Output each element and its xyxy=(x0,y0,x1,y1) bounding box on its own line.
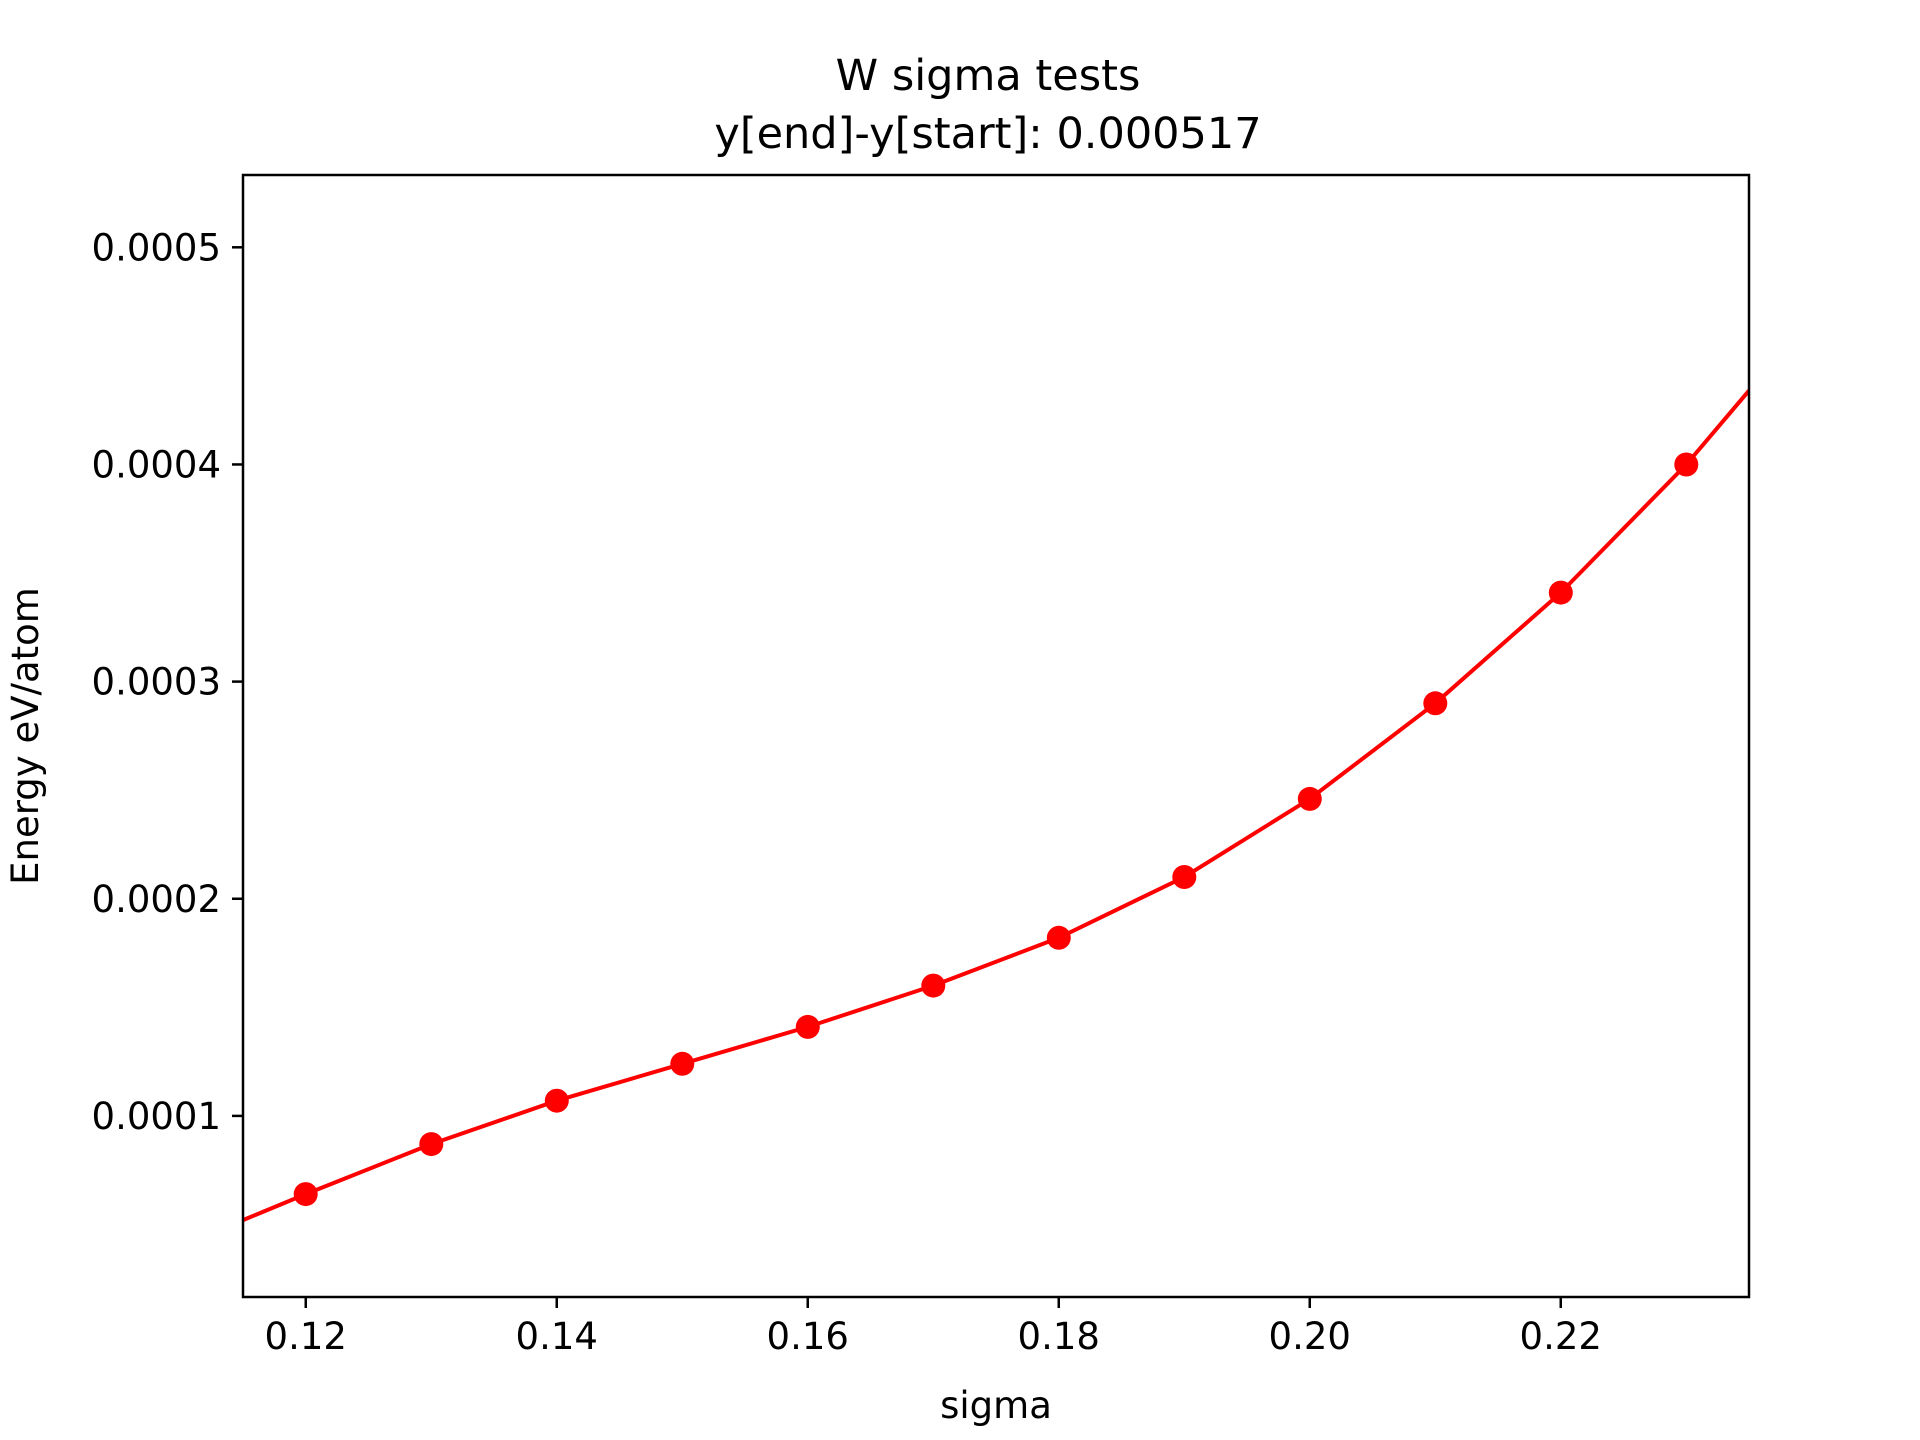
y-axis: 0.0001 0.0002 0.0003 0.0004 0.0005 xyxy=(92,226,243,1138)
data-point xyxy=(419,1132,444,1157)
plot-frame xyxy=(241,173,1751,1299)
series-line xyxy=(243,389,1749,1222)
x-tick-label: 0.14 xyxy=(516,1315,598,1358)
chart-title: W sigma tests xyxy=(836,51,1141,101)
data-point xyxy=(1297,786,1322,811)
x-tick-label: 0.22 xyxy=(1520,1315,1602,1358)
y-tick-label: 0.0005 xyxy=(92,226,221,269)
data-point xyxy=(1548,580,1573,605)
y-tick-label: 0.0004 xyxy=(92,443,221,486)
data-point xyxy=(1674,452,1699,477)
data-point xyxy=(293,1182,318,1207)
x-tick-label: 0.16 xyxy=(767,1315,849,1358)
x-axis: 0.12 0.14 0.16 0.18 0.20 0.22 xyxy=(265,1297,1602,1358)
data-point xyxy=(1172,865,1197,889)
data-point xyxy=(544,1088,569,1113)
data-point xyxy=(795,1014,820,1039)
y-tick-label: 0.0003 xyxy=(92,661,221,704)
y-axis-label: Energy eV/atom xyxy=(4,587,47,885)
data-point xyxy=(921,973,946,998)
data-point xyxy=(670,1051,695,1076)
chart-subtitle: y[end]-y[start]: 0.000517 xyxy=(714,109,1261,159)
x-tick-label: 0.12 xyxy=(265,1315,347,1358)
data-point xyxy=(1046,925,1071,950)
x-tick-label: 0.20 xyxy=(1269,1315,1351,1358)
x-axis-label: sigma xyxy=(940,1384,1052,1427)
x-tick-label: 0.18 xyxy=(1018,1315,1100,1358)
data-point xyxy=(1423,691,1448,716)
y-tick-label: 0.0001 xyxy=(92,1095,221,1138)
plot-area xyxy=(243,389,1749,1222)
y-tick-label: 0.0002 xyxy=(92,878,221,921)
